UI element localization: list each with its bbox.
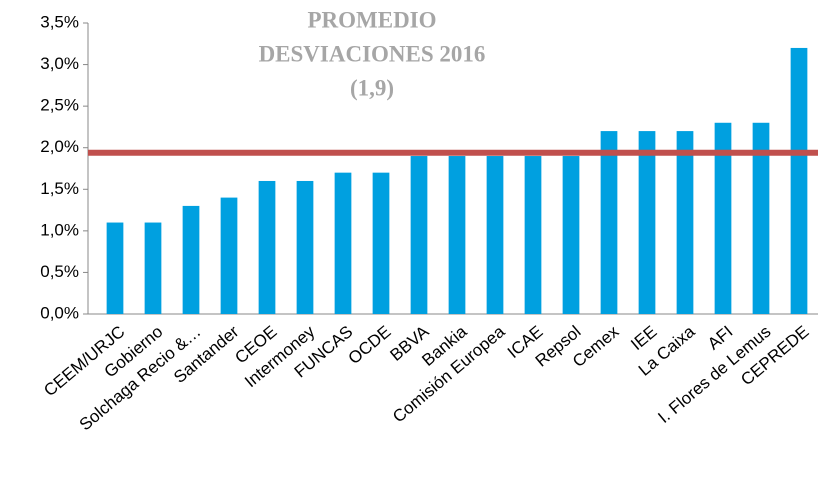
- y-tick-label: 2,0%: [40, 137, 79, 156]
- x-tick-label: OCDE: [345, 322, 395, 368]
- annotation: PROMEDIO: [307, 7, 436, 32]
- bar: [676, 131, 694, 314]
- bar: [486, 156, 504, 314]
- y-tick-label: 2,5%: [40, 96, 79, 115]
- y-tick-label: 1,5%: [40, 179, 79, 198]
- bar: [790, 47, 808, 314]
- bar: [448, 156, 466, 314]
- bar: [600, 131, 618, 314]
- y-tick-label: 0,0%: [40, 303, 79, 322]
- bar: [220, 197, 238, 314]
- bar: [372, 172, 390, 314]
- y-tick-label: 1,0%: [40, 220, 79, 239]
- y-tick-label: 3,0%: [40, 54, 79, 73]
- bar: [296, 180, 314, 314]
- bar: [144, 222, 162, 314]
- bar: [638, 131, 656, 314]
- bar: [410, 156, 428, 314]
- bar: [258, 180, 276, 314]
- bar: [752, 122, 770, 315]
- y-tick-label: 3,5%: [40, 12, 79, 31]
- bar: [334, 172, 352, 314]
- bar: [714, 122, 732, 315]
- annotation: (1,9): [350, 75, 394, 100]
- annotation: DESVIACIONES 2016: [259, 41, 486, 66]
- bar: [562, 156, 580, 314]
- bar: [106, 222, 124, 314]
- y-tick-label: 0,5%: [40, 262, 79, 281]
- bar: [524, 156, 542, 314]
- bar: [182, 205, 200, 314]
